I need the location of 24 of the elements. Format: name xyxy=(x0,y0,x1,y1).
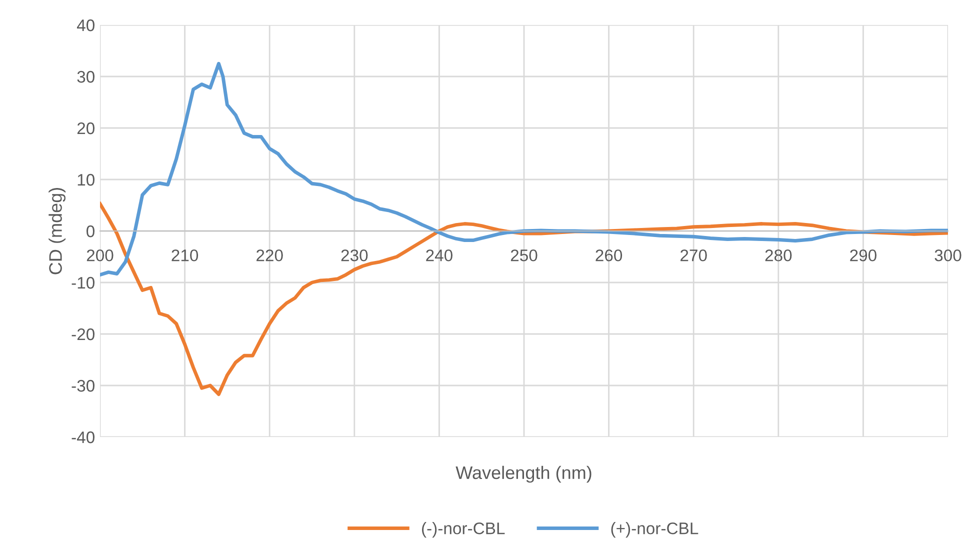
x-tick-label: 200 xyxy=(86,249,114,262)
y-tick-label: 40 xyxy=(76,19,94,32)
x-tick-label: 300 xyxy=(934,249,962,262)
x-tick-label: 210 xyxy=(172,249,198,262)
y-tick-label: -40 xyxy=(72,431,94,444)
x-tick-label: 220 xyxy=(256,249,283,262)
y-tick-label: -10 xyxy=(72,276,94,289)
x-tick-label: 270 xyxy=(680,249,707,262)
y-tick-label: 30 xyxy=(77,70,94,83)
legend-label: (-)-nor-CBL xyxy=(422,522,505,538)
y-tick-label: -20 xyxy=(72,328,94,340)
y-tick-label: 20 xyxy=(77,122,94,134)
x-tick-label: 230 xyxy=(341,249,368,262)
y-tick-label: 0 xyxy=(86,225,94,238)
x-tick-label: 280 xyxy=(765,249,792,262)
x-axis-title: Wavelength (nm) xyxy=(456,466,592,483)
y-tick-label: -30 xyxy=(72,380,94,392)
legend-label: (+)-nor-CBL xyxy=(611,522,698,538)
x-tick-label: 240 xyxy=(426,249,452,262)
y-axis-title: CD (mdeg) xyxy=(48,188,66,274)
x-tick-label: 290 xyxy=(850,249,876,262)
x-tick-label: 250 xyxy=(510,249,538,262)
y-tick-label: 10 xyxy=(78,174,94,186)
x-tick-label: 260 xyxy=(596,249,622,262)
